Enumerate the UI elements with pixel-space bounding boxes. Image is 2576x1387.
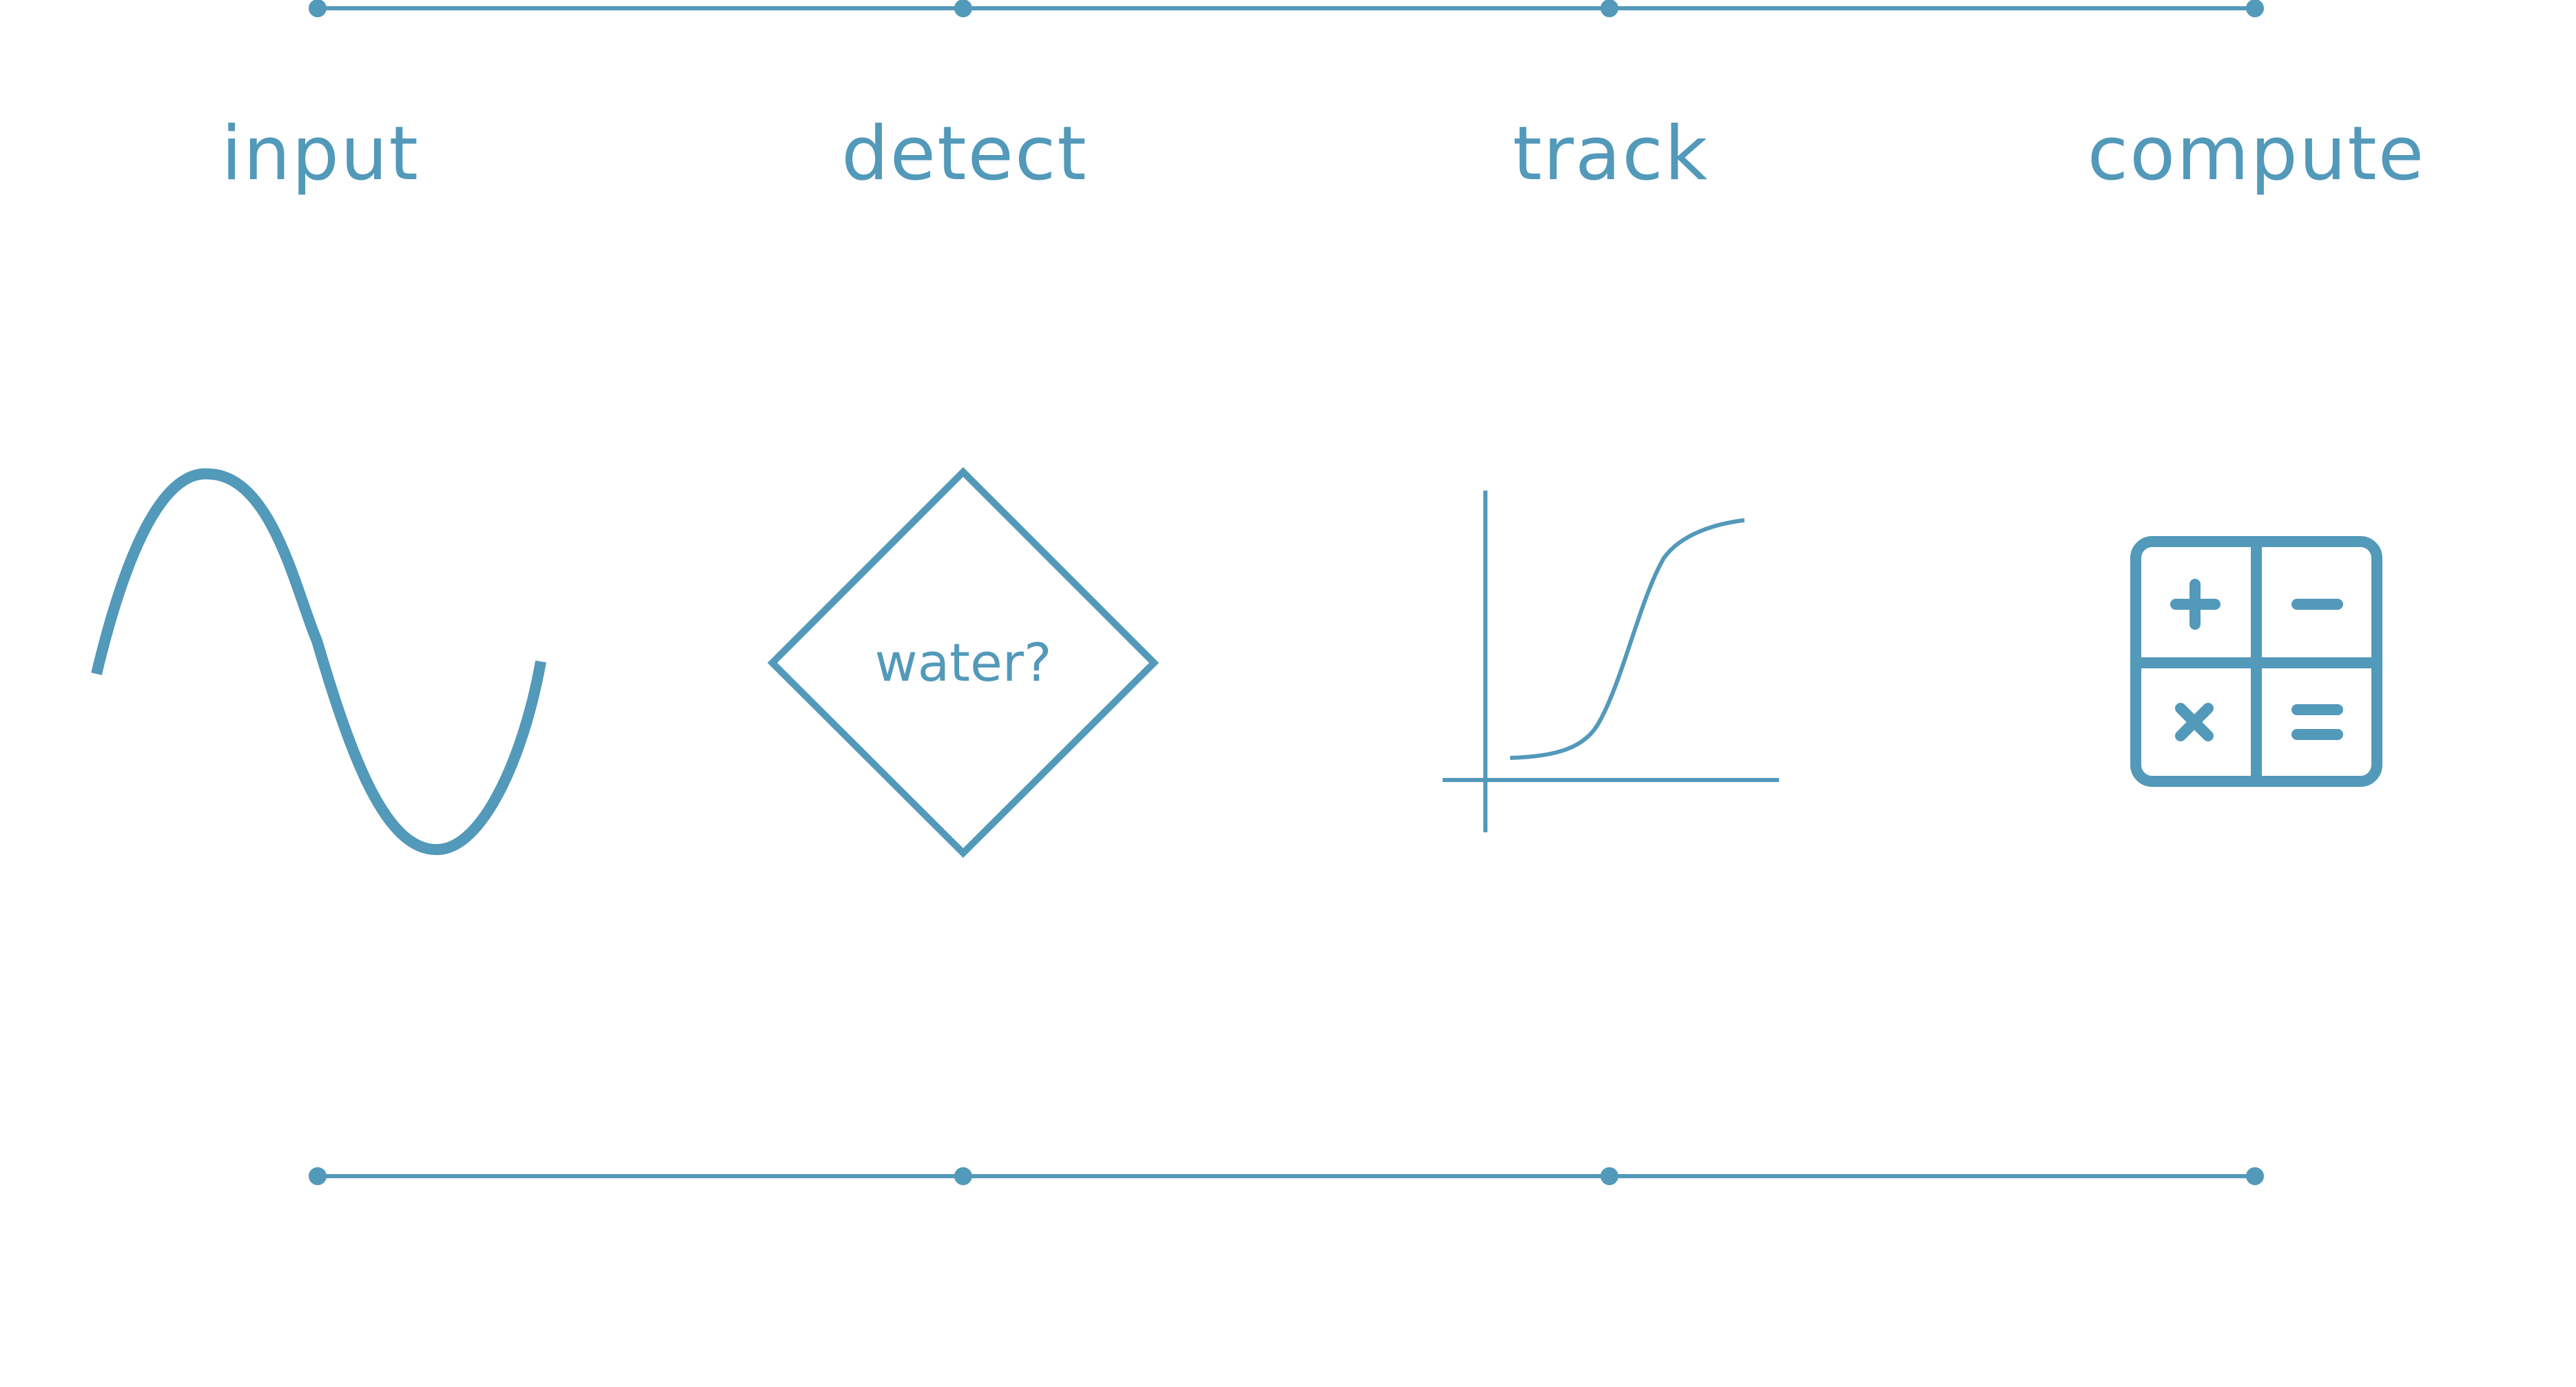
top-timeline-node-2 [954,0,972,17]
top-timeline-node-3 [1600,0,1618,17]
times-icon [2175,703,2214,741]
bottom-timeline-node-3 [1600,1167,1618,1185]
equals-icon [2291,704,2343,740]
sine-wave-icon [91,468,546,856]
decision-diamond-icon: water? [767,466,1160,859]
step-label-track: track [1513,111,1709,197]
bottom-timeline-node-1 [309,1167,327,1185]
sigmoid-curve-icon [1443,491,1779,832]
step-label-detect: detect [841,111,1088,197]
plus-icon [2170,579,2220,630]
sigmoid-curve [1509,518,1745,760]
top-timeline-node-4 [2246,0,2264,17]
top-timeline-node-1 [309,0,327,17]
decision-text: water? [875,632,1052,693]
bottom-timeline [309,1167,2264,1185]
bottom-timeline-node-4 [2246,1167,2264,1185]
step-label-compute: compute [2088,111,2425,197]
bottom-timeline-node-2 [954,1167,972,1185]
top-timeline [309,0,2264,17]
step-label-input: input [221,111,420,197]
calculator-icon [2130,536,2382,787]
